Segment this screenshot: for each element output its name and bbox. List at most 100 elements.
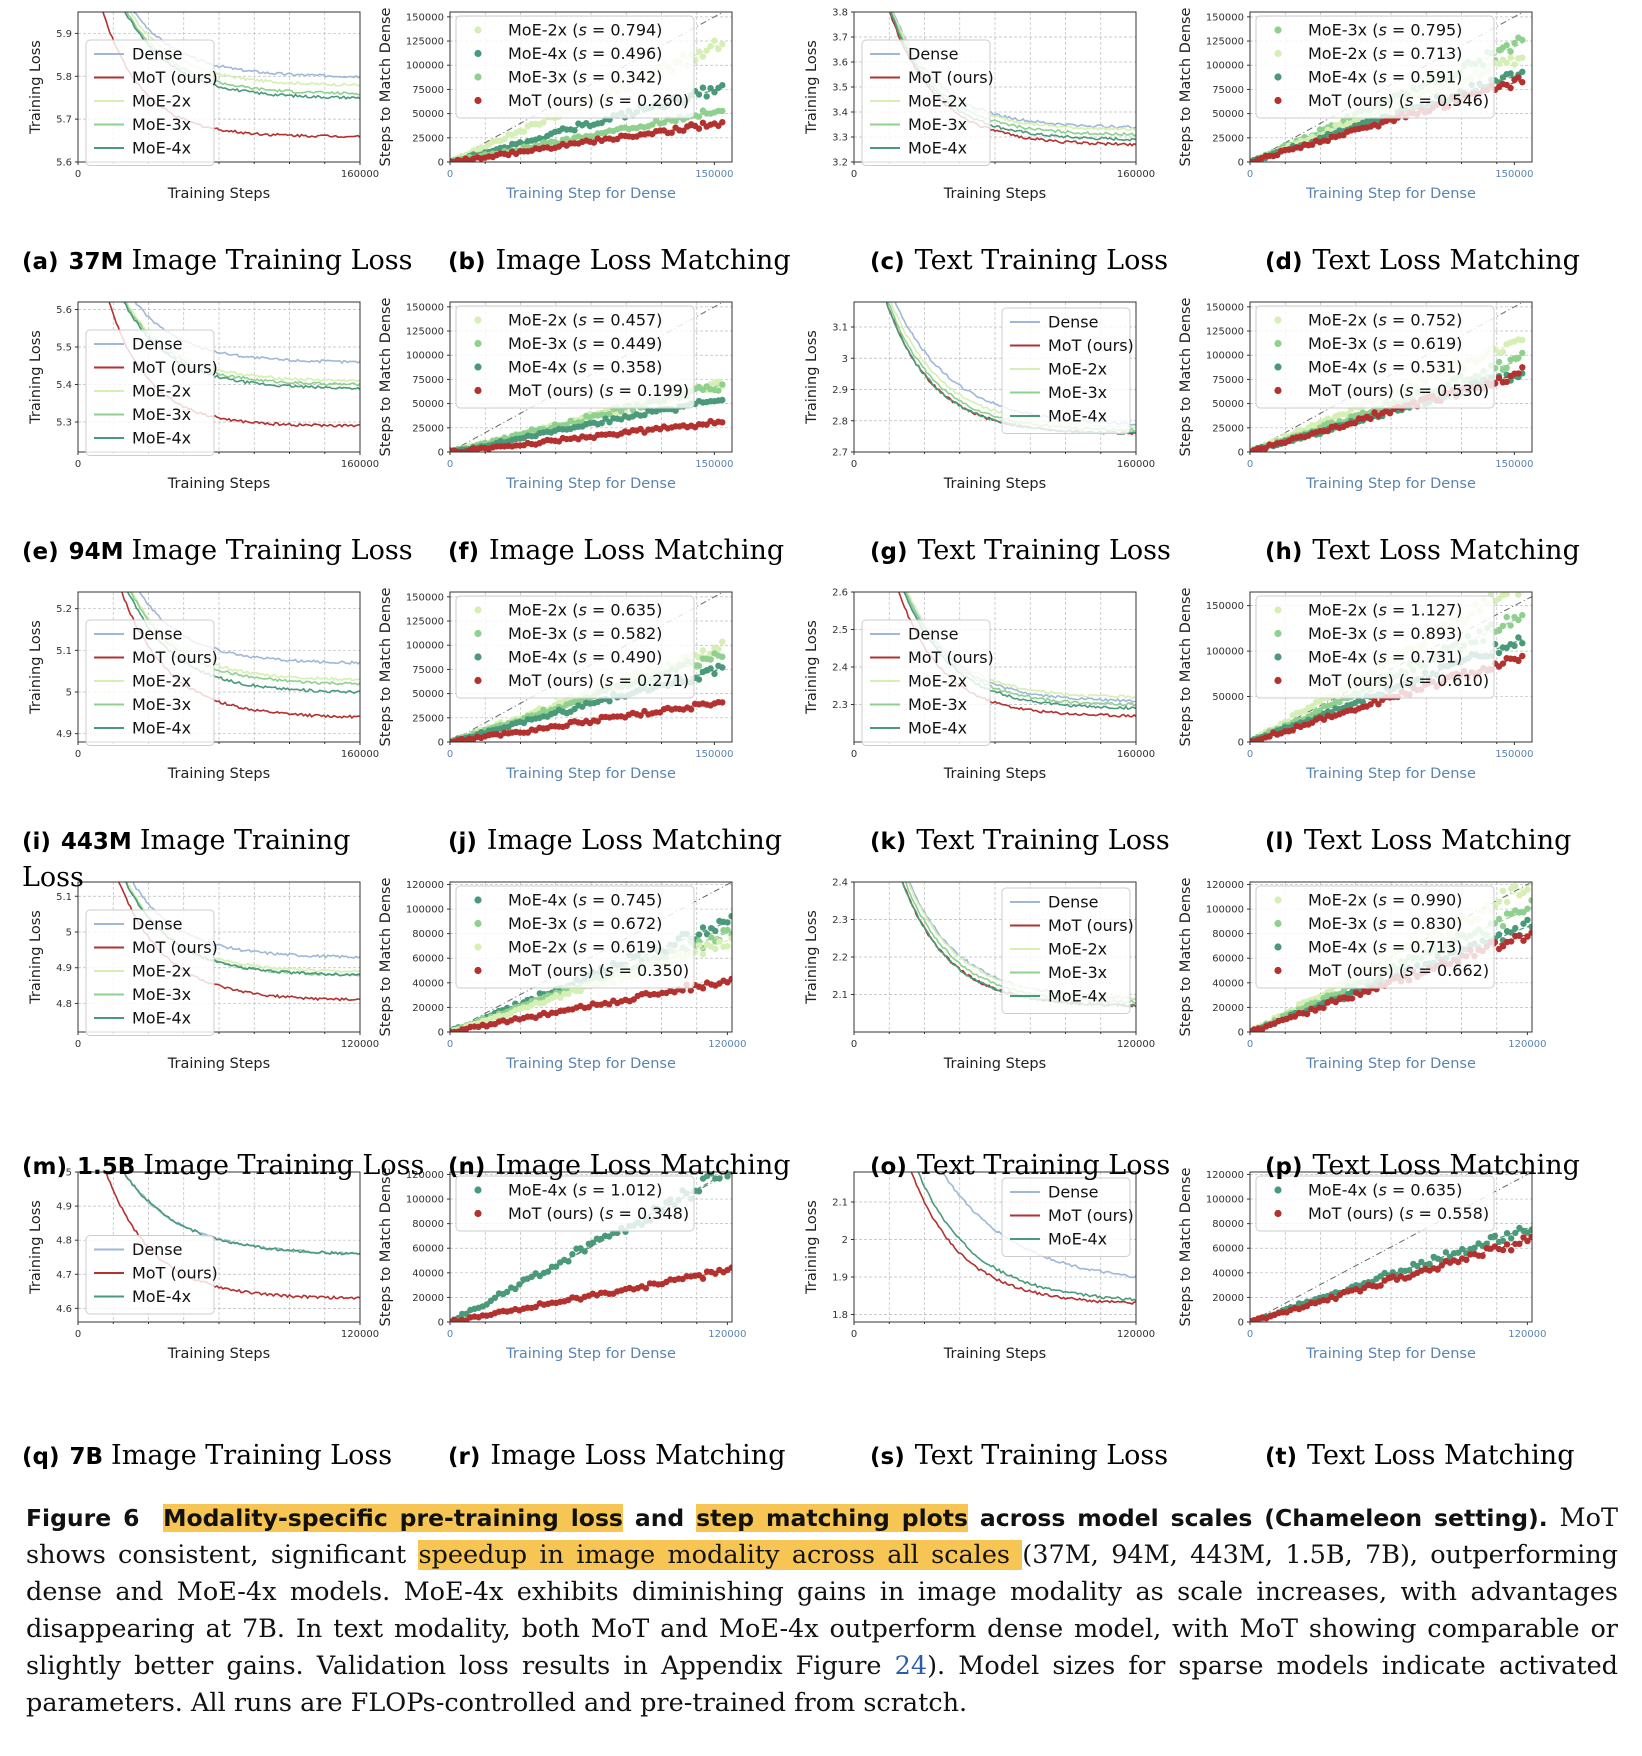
y-tick-label: 2 xyxy=(842,1235,848,1246)
data-point-moe-4x xyxy=(544,1268,552,1275)
y-axis-label: Training Loss xyxy=(804,1200,820,1295)
panel-letter: (l) xyxy=(1265,829,1294,855)
legend-s-symbol: s xyxy=(578,68,586,87)
data-point-moe-4x xyxy=(719,396,726,404)
data-point-moe-4x xyxy=(1511,642,1518,649)
panel-letter: (t) xyxy=(1265,1444,1298,1470)
y-tick-label: 0 xyxy=(1238,158,1244,169)
legend-label-dense: Dense xyxy=(132,45,182,64)
legend-box xyxy=(85,909,215,1036)
legend-label-moe-4x: MoE-4x (s = 0.731) xyxy=(1308,648,1462,667)
x-tick-label: 0 xyxy=(851,1329,857,1340)
legend-label-moe-2x: MoE-2x xyxy=(908,672,967,691)
legend-s-value: = 0.530) xyxy=(1413,381,1489,400)
x-tick-label: 160000 xyxy=(1117,169,1155,180)
chart-svg-m: 4.8 4.9 5 5.1 0 120000 Training Steps Training … xyxy=(28,881,379,1072)
legend-s-value: = 0.990) xyxy=(1387,891,1463,910)
y-tick-label: 2.3 xyxy=(832,915,848,926)
panel-letter: (b) xyxy=(448,249,486,275)
fit-line-moe-2x xyxy=(1250,592,1510,742)
data-point-moe-3x xyxy=(1511,39,1518,47)
legend: Dense MoT (ours) MoE-2x MoE-3x MoE-4x xyxy=(861,39,994,166)
data-point-moe-2x xyxy=(728,935,732,942)
legend-label-dense: Dense xyxy=(1048,893,1098,912)
series-line-moe-3x xyxy=(904,592,1136,707)
legend-swatch-mot-ours xyxy=(474,966,482,975)
panel-title: Text Loss Matching xyxy=(1312,1150,1580,1181)
data-point-moe-4x xyxy=(1508,1235,1515,1242)
data-point-moe-2x xyxy=(1515,592,1522,598)
legend-swatch-moe-2x xyxy=(1274,896,1282,904)
legend-s-symbol: s xyxy=(1378,358,1386,377)
chart-panel-a: 5.6 5.7 5.8 5.9 0 160000 Training Steps Trainin… xyxy=(0,0,400,220)
series-line-moe-4x xyxy=(122,1172,360,1256)
legend-s-symbol: s xyxy=(605,1204,613,1223)
legend-label-mot-ours: MoT (ours) (s = 0.546) xyxy=(1308,91,1489,110)
data-point-moe-4x xyxy=(711,670,718,677)
legend: Dense MoT (ours) MoE-2x MoE-3x MoE-4x xyxy=(1001,307,1134,434)
x-tick-label: 120000 xyxy=(341,1039,379,1050)
y-tick-label: 60000 xyxy=(1212,954,1244,965)
legend-label-moe-3x: MoE-3x xyxy=(908,695,967,714)
data-point-mot-ours xyxy=(728,1264,732,1271)
y-tick-label: 2.1 xyxy=(832,1198,848,1209)
y-tick-label: 2.9 xyxy=(832,385,848,396)
panel-letter: (f) xyxy=(448,539,480,565)
appendix-figure-link[interactable]: 24 xyxy=(894,1651,928,1681)
panel-caption: (k) Text Training Loss xyxy=(870,825,1170,856)
data-point-moe-2x xyxy=(699,647,707,654)
series-line-dense xyxy=(133,12,360,79)
panel-letter: (d) xyxy=(1265,249,1303,275)
legend-swatch-mot-ours xyxy=(1274,386,1282,395)
y-axis-label: Steps to Match Dense xyxy=(378,877,394,1036)
data-point-moe-3x xyxy=(1495,627,1503,634)
legend-s-value: = 0.713) xyxy=(1387,44,1463,63)
y-tick-label: 100000 xyxy=(406,351,444,362)
data-point-moe-3x xyxy=(606,410,613,418)
legend-label-moe-4x: MoE-4x (s = 0.496) xyxy=(508,44,662,63)
legend-s-symbol: s xyxy=(1405,671,1413,690)
y-axis-label: Training Loss xyxy=(28,40,44,135)
chart-svg-a: 5.6 5.7 5.8 5.9 0 160000 Training Steps Trainin… xyxy=(28,11,379,202)
y-tick-label: 150000 xyxy=(1206,12,1244,23)
panel-caption: (f) Image Loss Matching xyxy=(448,535,784,566)
series-line-moe-3x xyxy=(124,302,360,387)
legend-s-value: = 0.531) xyxy=(1387,358,1463,377)
legend-swatch-moe-3x xyxy=(474,73,482,81)
x-tick-label: 160000 xyxy=(1117,459,1155,470)
y-tick-label: 50000 xyxy=(1212,692,1244,703)
legend-swatch-moe-2x xyxy=(474,316,482,324)
legend-label-moe-4x: MoE-4x xyxy=(132,139,191,158)
legend-label-moe-3x: MoE-3x (s = 0.582) xyxy=(508,624,662,643)
data-point-moe-2x xyxy=(520,128,528,135)
data-point-moe-4x xyxy=(1524,916,1531,924)
legend-box xyxy=(1255,595,1495,699)
y-tick-label: 5.1 xyxy=(56,646,72,657)
chart-svg-j: 0 25000 50000 75000 100000 125000 150000 0 15000… xyxy=(378,587,733,782)
fit-line-mot-ours xyxy=(1250,1237,1532,1322)
y-axis-label: Training Loss xyxy=(28,910,44,1005)
y-tick-label: 0 xyxy=(438,1318,444,1329)
chart-svg-l: 0 50000 100000 150000 0 150000 Training Step f… xyxy=(1178,587,1533,782)
figure-caption: Figure 6 Modality-specific pre-training … xyxy=(26,1500,1618,1722)
legend-s-value: = 0.610) xyxy=(1413,671,1489,690)
series-line-moe-3x xyxy=(126,12,360,96)
data-point-moe-3x xyxy=(1524,905,1531,912)
data-point-mot-ours xyxy=(1516,1240,1523,1247)
panel-title: Text Training Loss xyxy=(916,1150,1171,1181)
data-point-mot-ours xyxy=(699,985,707,992)
legend: MoE-3x (s = 0.795) MoE-2x (s = 0.713) MoE-… xyxy=(1255,15,1495,119)
legend-label-moe-4x: MoE-4x xyxy=(908,719,967,738)
legend-s-symbol: s xyxy=(1378,624,1386,643)
data-point-moe-4x xyxy=(707,665,714,672)
y-tick-label: 120000 xyxy=(406,1170,444,1181)
data-point-mot-ours xyxy=(1375,123,1382,130)
legend-s-value: = 0.795) xyxy=(1387,21,1463,40)
legend-label-mot-ours: MoT (ours) (s = 0.610) xyxy=(1308,671,1489,690)
data-point-moe-2x xyxy=(724,943,731,950)
model-scale: 37M xyxy=(68,249,132,275)
legend-swatch-moe-4x xyxy=(1274,73,1282,81)
data-point-moe-3x xyxy=(695,113,703,120)
model-scale: 443M xyxy=(60,829,140,855)
legend-s-symbol: s xyxy=(1378,44,1386,63)
